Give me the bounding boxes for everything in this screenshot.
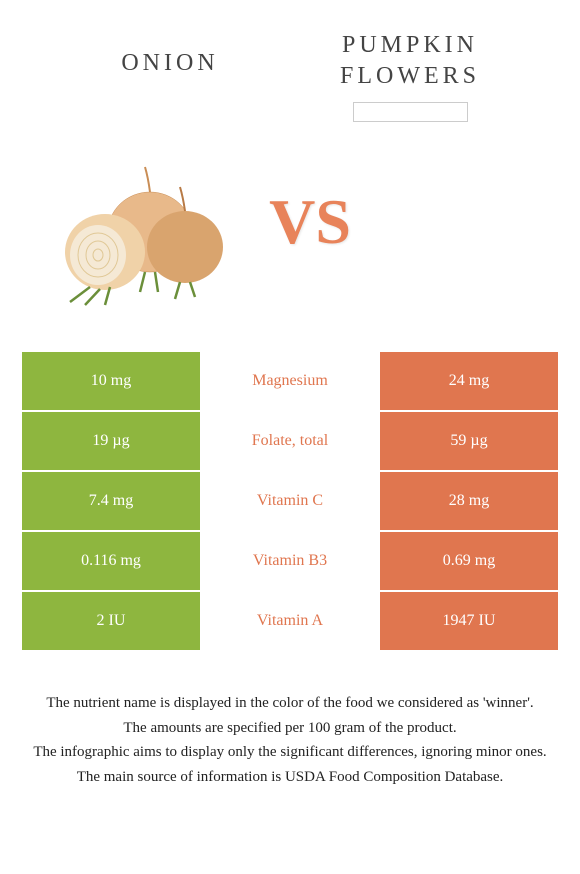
nutrient-label: Vitamin B3	[200, 532, 380, 592]
table-row: 19 µgFolate, total59 µg	[22, 412, 558, 472]
right-value: 0.69 mg	[380, 532, 558, 592]
header: ONION PUMPKIN FLOWERS	[0, 0, 580, 132]
footer-line-2: The amounts are specified per 100 gram o…	[20, 717, 560, 740]
onion-illustration	[30, 137, 230, 307]
right-food-title: PUMPKIN FLOWERS	[290, 30, 530, 122]
table-row: 7.4 mgVitamin C28 mg	[22, 472, 558, 532]
nutrient-label: Magnesium	[200, 352, 380, 412]
right-value: 24 mg	[380, 352, 558, 412]
image-row: VS	[0, 132, 580, 332]
right-image-placeholder	[353, 102, 468, 122]
left-value: 19 µg	[22, 412, 200, 472]
right-value: 1947 IU	[380, 592, 558, 652]
nutrient-label: Folate, total	[200, 412, 380, 472]
right-food-title-text: PUMPKIN FLOWERS	[340, 32, 480, 89]
footer-line-3: The infographic aims to display only the…	[20, 741, 560, 764]
left-value: 0.116 mg	[22, 532, 200, 592]
vs-label: VS	[269, 185, 351, 259]
left-value: 2 IU	[22, 592, 200, 652]
left-value: 10 mg	[22, 352, 200, 412]
footer-line-1: The nutrient name is displayed in the co…	[20, 692, 560, 715]
table-row: 2 IUVitamin A1947 IU	[22, 592, 558, 652]
right-value: 28 mg	[380, 472, 558, 532]
footer-notes: The nutrient name is displayed in the co…	[0, 652, 580, 788]
nutrient-label: Vitamin A	[200, 592, 380, 652]
table-row: 0.116 mgVitamin B30.69 mg	[22, 532, 558, 592]
comparison-table: 10 mgMagnesium24 mg19 µgFolate, total59 …	[22, 352, 558, 652]
left-food-title: ONION	[50, 30, 290, 77]
right-value: 59 µg	[380, 412, 558, 472]
left-value: 7.4 mg	[22, 472, 200, 532]
nutrient-label: Vitamin C	[200, 472, 380, 532]
table-row: 10 mgMagnesium24 mg	[22, 352, 558, 412]
footer-line-4: The main source of information is USDA F…	[20, 766, 560, 789]
